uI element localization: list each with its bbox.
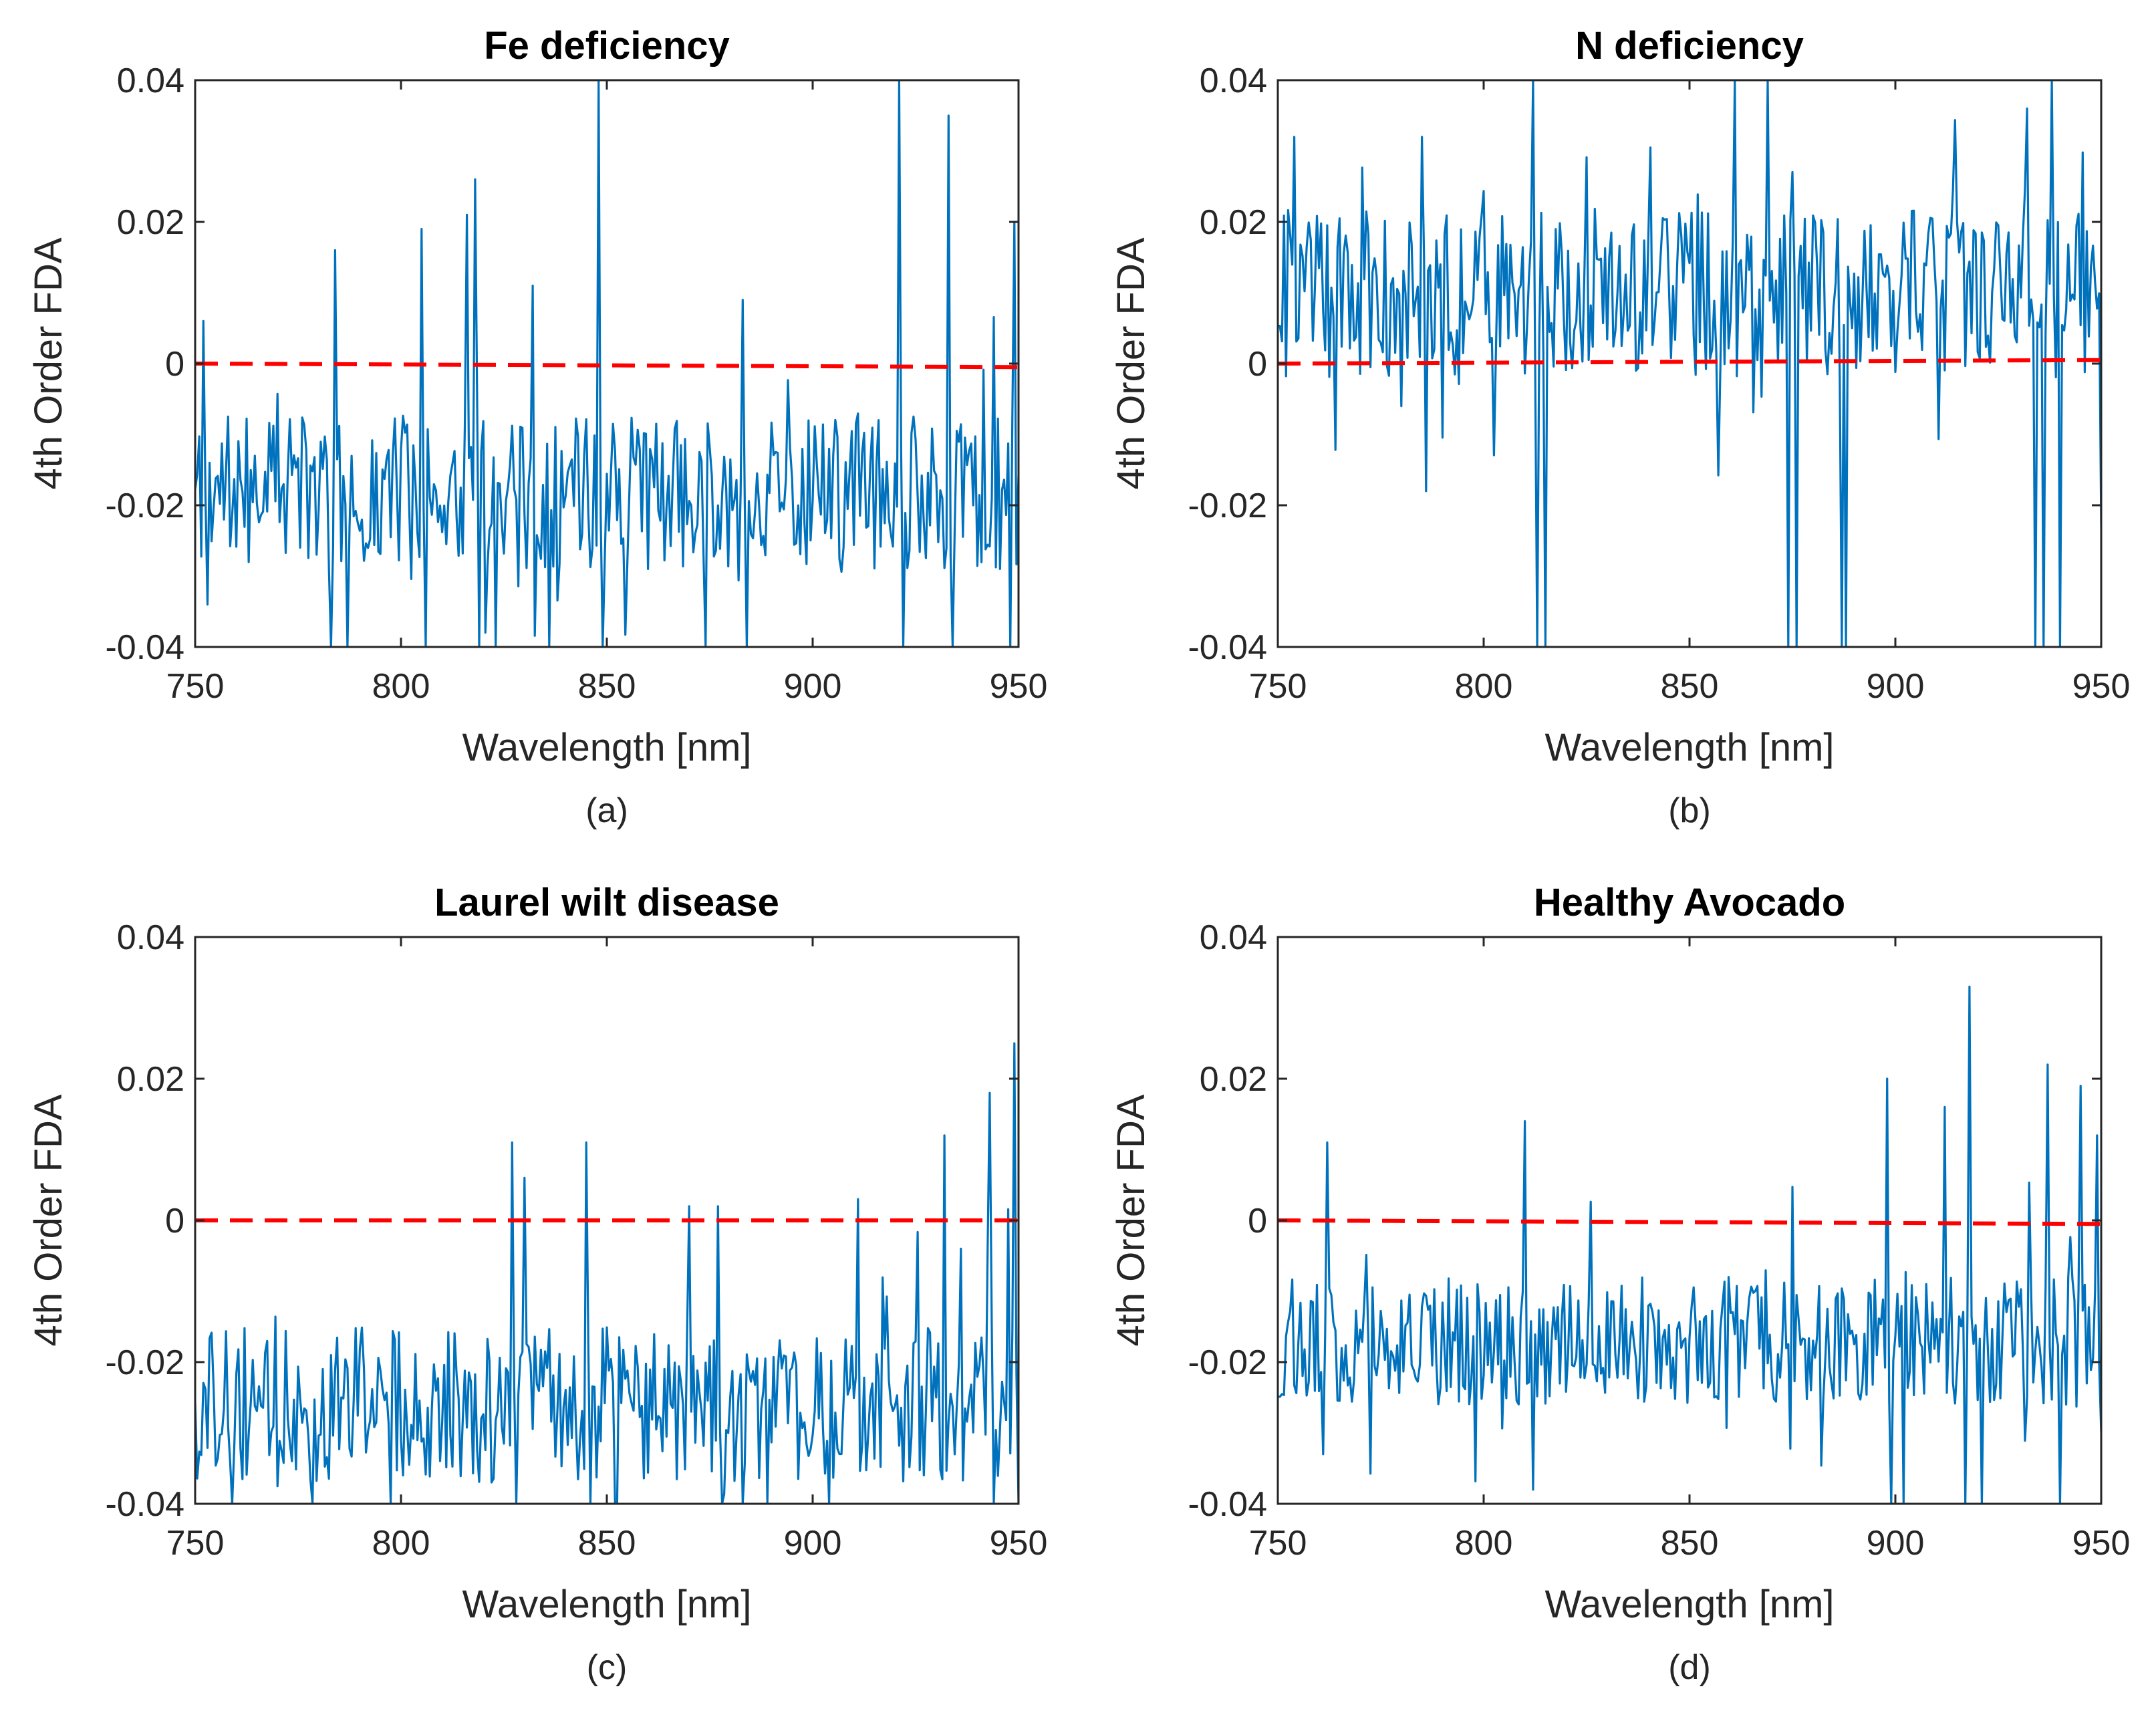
chart-title: Healthy Avocado — [1534, 881, 1845, 924]
x-tick-label: 850 — [578, 667, 636, 706]
x-tick-label: 950 — [990, 667, 1048, 706]
y-tick-label: -0.02 — [1188, 1343, 1267, 1382]
chart-panel-1: 750 800 850 900 950 -0.04 -0.02 0 0.02 0.04 Fe def… — [27, 24, 1047, 830]
x-axis-label: Wavelength [nm] — [1544, 1583, 1834, 1626]
x-tick-label: 750 — [1249, 1524, 1307, 1563]
x-axis-label: Wavelength [nm] — [462, 1583, 751, 1626]
x-tick-label: 750 — [1249, 667, 1307, 706]
x-tick-label: 950 — [2072, 1524, 2131, 1563]
x-tick-label: 800 — [1455, 667, 1513, 706]
fda-series-line — [195, 80, 1019, 647]
x-tick-label: 850 — [1661, 667, 1719, 706]
chart-title: Fe deficiency — [484, 24, 729, 68]
x-tick-label: 800 — [1455, 1524, 1513, 1563]
chart-title: Laurel wilt disease — [434, 881, 779, 924]
y-tick-label: -0.04 — [105, 628, 184, 667]
x-tick-label: 850 — [578, 1524, 636, 1563]
x-tick-label: 900 — [1867, 1524, 1925, 1563]
x-tick-label: 800 — [372, 1524, 430, 1563]
chart-title: N deficiency — [1575, 24, 1804, 68]
y-tick-label: -0.02 — [105, 487, 184, 525]
y-axis-label: 4th Order FDA — [1109, 1094, 1153, 1346]
y-axis-label: 4th Order FDA — [27, 237, 70, 489]
y-tick-label: 0.04 — [117, 918, 184, 957]
y-tick-label: -0.04 — [1188, 1485, 1267, 1524]
fda-series-line — [195, 1042, 1019, 1504]
x-tick-label: 900 — [784, 667, 842, 706]
panel-caption: (c) — [587, 1648, 628, 1687]
y-tick-label: 0.02 — [1200, 1060, 1267, 1099]
panel-caption: (d) — [1668, 1648, 1711, 1687]
y-tick-label: 0 — [1248, 345, 1267, 384]
x-tick-label: 950 — [990, 1524, 1048, 1563]
x-tick-label: 900 — [784, 1524, 842, 1563]
y-tick-label: -0.02 — [105, 1343, 184, 1382]
chart-panel-3: 750 800 850 900 950 -0.04 -0.02 0 0.02 0.04 Laurel… — [27, 881, 1047, 1687]
y-tick-label: -0.04 — [1188, 628, 1267, 667]
y-tick-label: -0.04 — [105, 1485, 184, 1524]
panel-caption: (b) — [1668, 791, 1711, 830]
y-tick-label: 0.02 — [117, 203, 184, 242]
x-axis-label: Wavelength [nm] — [1544, 726, 1834, 769]
y-axis-label: 4th Order FDA — [27, 1094, 70, 1346]
x-tick-label: 750 — [166, 667, 225, 706]
plot-area — [1278, 80, 2101, 647]
chart-panel-2: 750 800 850 900 950 -0.04 -0.02 0 0.02 0.04 N defi… — [1109, 24, 2130, 830]
y-tick-label: 0.02 — [117, 1060, 184, 1099]
y-tick-label: 0 — [165, 345, 184, 384]
y-tick-label: 0.04 — [1200, 918, 1267, 957]
y-axis-label: 4th Order FDA — [1109, 237, 1153, 489]
fda-series-line — [1278, 80, 2101, 647]
y-tick-label: 0.04 — [1200, 61, 1267, 100]
x-tick-label: 850 — [1661, 1524, 1719, 1563]
y-tick-label: 0 — [1248, 1202, 1267, 1240]
x-tick-label: 800 — [372, 667, 430, 706]
y-tick-label: 0.04 — [117, 61, 184, 100]
x-tick-label: 900 — [1867, 667, 1925, 706]
fda-series-line — [1278, 985, 2101, 1504]
x-tick-label: 950 — [2072, 667, 2131, 706]
y-tick-label: 0 — [165, 1202, 184, 1240]
panel-caption: (a) — [585, 791, 628, 830]
x-axis-label: Wavelength [nm] — [462, 726, 751, 769]
y-tick-label: 0.02 — [1200, 203, 1267, 242]
chart-panel-4: 750 800 850 900 950 -0.04 -0.02 0 0.02 0.04 Health… — [1109, 881, 2130, 1687]
x-tick-label: 750 — [166, 1524, 225, 1563]
y-tick-label: -0.02 — [1188, 487, 1267, 525]
